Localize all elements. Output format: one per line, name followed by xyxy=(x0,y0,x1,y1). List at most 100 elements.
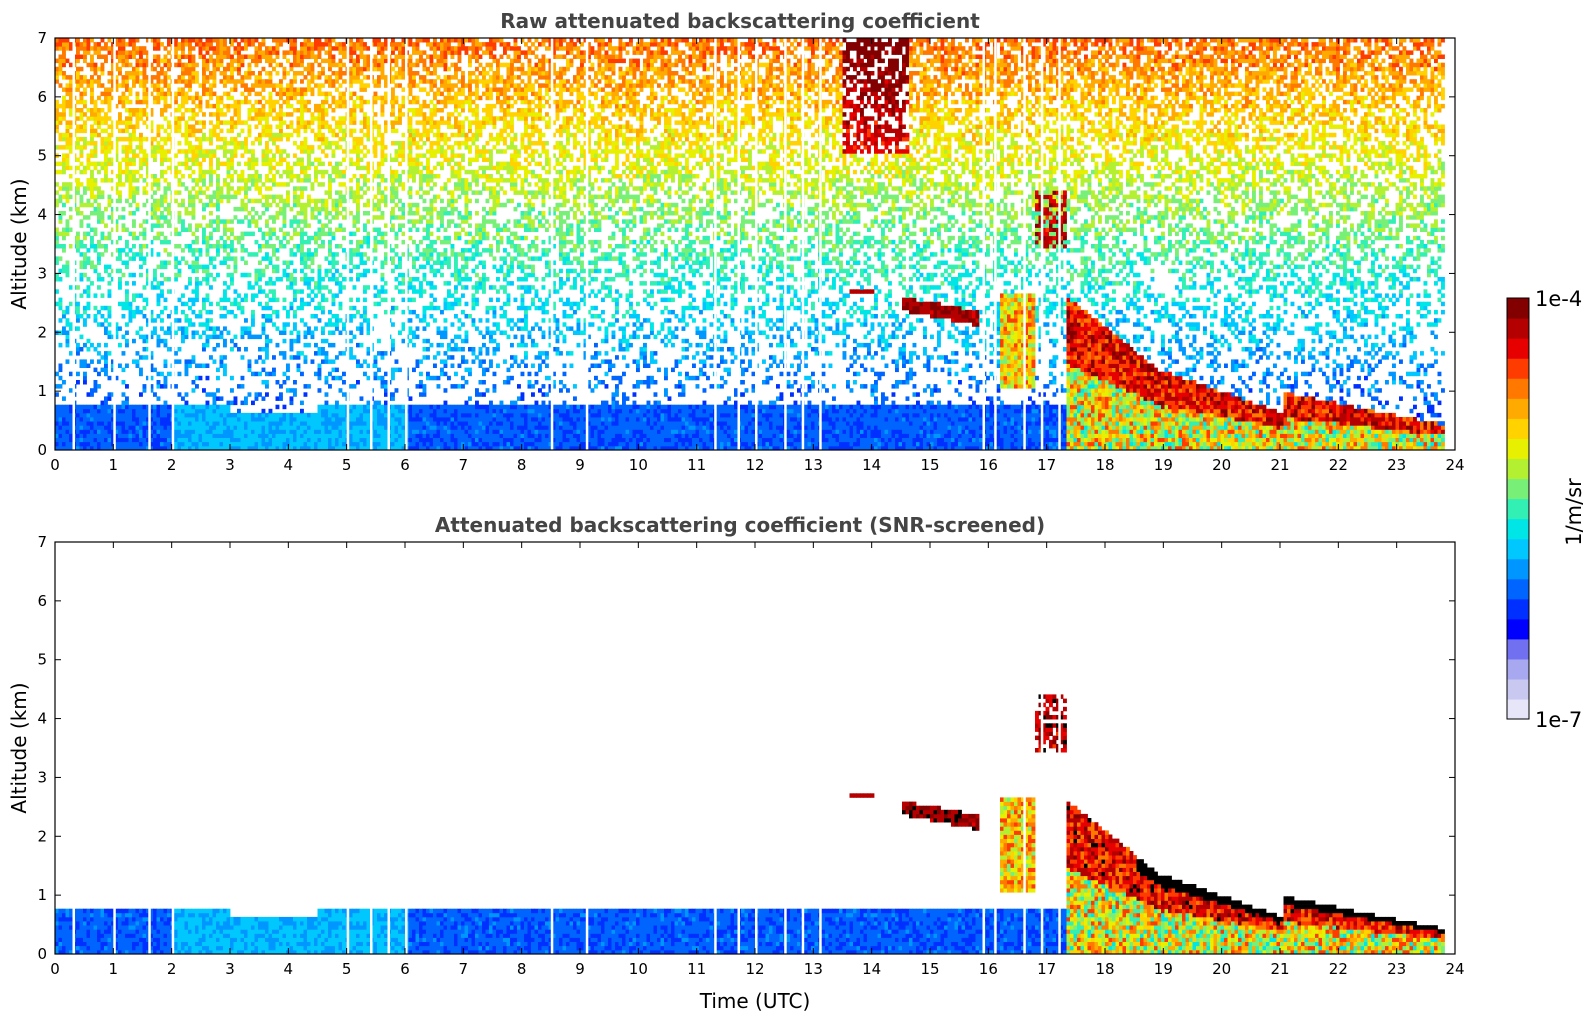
heat-cell xyxy=(205,42,210,47)
heat-cell xyxy=(314,445,318,451)
heat-cell xyxy=(240,400,245,406)
heat-cell xyxy=(226,75,231,80)
heat-cell xyxy=(223,71,227,76)
heat-cell xyxy=(244,417,248,422)
heat-cell xyxy=(247,285,252,290)
heat-cell xyxy=(132,281,136,286)
heat-cell xyxy=(153,145,157,150)
heat-cell xyxy=(209,272,213,278)
heat-cell xyxy=(321,404,325,410)
heat-cell xyxy=(230,194,234,200)
heat-cell xyxy=(342,404,346,410)
heat-cell xyxy=(247,272,252,278)
heat-cell xyxy=(391,178,395,183)
heat-cell xyxy=(97,95,101,101)
heat-cell xyxy=(282,231,287,237)
heat-cell xyxy=(191,264,196,270)
heat-cell xyxy=(205,375,210,381)
heat-cell xyxy=(114,417,119,422)
heat-cell xyxy=(247,417,252,422)
heat-cell xyxy=(55,408,59,414)
heat-cell xyxy=(289,132,294,138)
heat-cell xyxy=(244,87,248,92)
heat-cell xyxy=(58,186,63,191)
heat-cell xyxy=(331,198,336,204)
heat-cell xyxy=(254,112,259,117)
heat-cell xyxy=(114,66,119,72)
heat-cell xyxy=(132,297,136,303)
heat-cell xyxy=(244,231,248,237)
heat-cell xyxy=(335,206,339,212)
heat-cell xyxy=(356,46,360,51)
heat-cell xyxy=(338,425,343,430)
heat-cell xyxy=(219,38,224,43)
heat-cell xyxy=(93,186,98,191)
heat-cell xyxy=(125,227,129,232)
heat-cell xyxy=(359,252,364,257)
heat-cell xyxy=(272,116,276,121)
heat-cell xyxy=(282,75,287,80)
heat-cell xyxy=(121,149,126,154)
heat-cell xyxy=(328,211,332,216)
heat-cell xyxy=(139,157,143,162)
heat-cell xyxy=(349,441,353,447)
heat-cell xyxy=(303,215,308,220)
heat-cell xyxy=(125,293,129,298)
heat-cell xyxy=(342,42,346,47)
heat-cell xyxy=(76,441,80,447)
heat-cell xyxy=(97,384,101,389)
heat-cell xyxy=(373,412,378,418)
heat-cell xyxy=(349,161,353,167)
heat-cell xyxy=(160,404,164,410)
heat-cell xyxy=(121,248,126,253)
heat-cell xyxy=(293,277,297,282)
heat-cell xyxy=(279,437,283,443)
heat-cell xyxy=(146,334,150,340)
heat-cell xyxy=(300,417,304,422)
heat-cell xyxy=(366,318,371,323)
heat-cell xyxy=(310,91,315,97)
heat-cell xyxy=(321,441,325,447)
heat-cell xyxy=(356,219,360,224)
heat-cell xyxy=(261,112,266,117)
heat-cell xyxy=(205,297,210,303)
heat-cell xyxy=(216,161,220,167)
heat-cell xyxy=(289,445,294,451)
heat-cell xyxy=(118,252,122,257)
heat-cell xyxy=(142,231,147,237)
heat-cell xyxy=(328,260,332,265)
heat-cell xyxy=(86,404,91,410)
heat-cell xyxy=(65,260,70,265)
heat-cell xyxy=(230,227,234,232)
heat-cell xyxy=(212,132,217,138)
heat-cell xyxy=(114,153,119,158)
heat-cell xyxy=(331,330,336,335)
heat-cell xyxy=(233,429,238,434)
heat-cell xyxy=(153,367,157,373)
heat-cell xyxy=(156,371,161,377)
heat-cell xyxy=(272,141,276,146)
heat-cell xyxy=(177,433,182,438)
heat-cell xyxy=(279,351,283,356)
heat-cell xyxy=(125,437,129,443)
heat-cell xyxy=(349,425,353,430)
heat-cell xyxy=(317,112,322,117)
heat-cell xyxy=(328,277,332,282)
heat-cell xyxy=(240,334,245,340)
heat-cell xyxy=(181,66,185,72)
heat-cell xyxy=(65,132,70,138)
heat-cell xyxy=(219,330,224,335)
heat-cell xyxy=(132,314,136,319)
heat-cell xyxy=(244,260,248,265)
heat-cell xyxy=(363,202,367,208)
heat-cell xyxy=(62,244,66,249)
heat-cell xyxy=(352,112,357,117)
heat-cell xyxy=(394,412,399,418)
heat-cell xyxy=(209,433,213,438)
heat-cell xyxy=(321,46,325,51)
heat-cell xyxy=(254,75,259,80)
heat-cell xyxy=(394,441,399,447)
heat-cell xyxy=(282,182,287,187)
heat-cell xyxy=(212,264,217,270)
heat-cell xyxy=(230,445,234,451)
